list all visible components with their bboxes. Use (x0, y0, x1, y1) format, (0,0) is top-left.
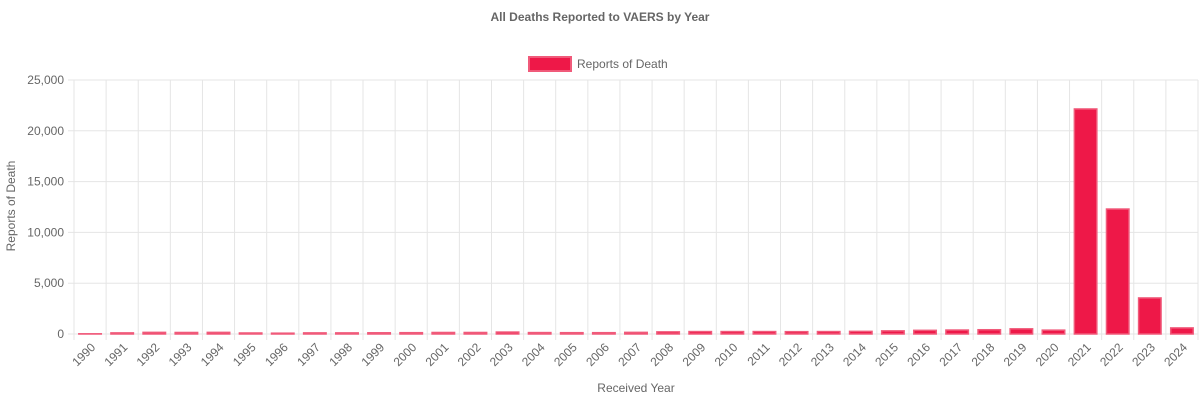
legend-label: Reports of Death (577, 57, 668, 71)
bar-2002[interactable] (463, 331, 488, 335)
y-axis: 0 5,000 10,000 15,000 20,000 25,000 (27, 73, 64, 341)
bar-2004[interactable] (527, 331, 552, 335)
y-axis-title: Reports of Death (4, 161, 18, 252)
x-tick-label: 2009 (680, 340, 709, 369)
bar-2008[interactable] (656, 331, 681, 335)
x-tick-label: 2018 (969, 340, 998, 369)
x-tick-label: 1991 (102, 340, 131, 369)
x-tick-label: 2019 (1001, 340, 1030, 369)
bar-1997[interactable] (302, 332, 327, 335)
x-tick-label: 2014 (840, 340, 869, 369)
x-tick-label: 2000 (391, 340, 420, 369)
bar-2012[interactable] (784, 330, 809, 335)
legend-swatch (528, 56, 572, 72)
bar-2000[interactable] (399, 331, 424, 335)
x-tick-label: 2017 (936, 340, 965, 369)
bar-1993[interactable] (174, 331, 199, 335)
grid (68, 79, 1199, 340)
x-tick-label: 1998 (326, 340, 355, 369)
bar-2022[interactable] (1105, 208, 1130, 335)
bar-2024[interactable] (1169, 327, 1194, 335)
bar-2018[interactable] (977, 328, 1002, 335)
y-tick-label: 10,000 (27, 225, 64, 239)
bar-2011[interactable] (752, 330, 777, 335)
bar-1998[interactable] (334, 332, 359, 335)
y-tick-label: 0 (57, 327, 64, 341)
bar-2010[interactable] (720, 330, 745, 335)
x-tick-label: 2011 (744, 340, 772, 368)
bar-1996[interactable] (270, 332, 295, 335)
y-tick-label: 15,000 (27, 175, 64, 189)
y-tick-label: 5,000 (34, 276, 64, 290)
y-tick-label: 25,000 (27, 73, 64, 87)
bar-1992[interactable] (142, 331, 167, 335)
x-tick-label: 1993 (166, 340, 195, 369)
x-tick-label: 2008 (647, 340, 676, 369)
x-tick-label: 2021 (1065, 340, 1094, 369)
legend[interactable]: Reports of Death (528, 56, 668, 72)
x-tick-label: 2024 (1161, 340, 1190, 369)
x-tick-label: 2022 (1097, 340, 1126, 369)
x-tick-label: 2023 (1129, 340, 1158, 369)
x-axis: 1990 1991 1992 1993 1994 1995 1996 1997 1998 1999… (69, 340, 1190, 369)
bars (78, 108, 1194, 335)
x-tick-label: 1995 (230, 340, 259, 369)
bar-2019[interactable] (1009, 328, 1034, 335)
x-tick-label: 2010 (712, 340, 741, 369)
x-tick-label: 2006 (583, 340, 612, 369)
bar-2013[interactable] (816, 330, 841, 335)
bar-2006[interactable] (591, 331, 616, 335)
bar-2005[interactable] (559, 331, 584, 335)
x-tick-label: 1992 (134, 340, 163, 369)
x-axis-title: Received Year (597, 381, 674, 395)
bar-2007[interactable] (624, 331, 648, 335)
bar-1994[interactable] (206, 331, 231, 335)
chart-title: All Deaths Reported to VAERS by Year (491, 10, 710, 24)
x-tick-label: 2005 (551, 340, 580, 369)
bar-2020[interactable] (1041, 329, 1066, 335)
x-tick-label: 2002 (455, 340, 484, 369)
bar-2003[interactable] (495, 331, 520, 335)
x-tick-label: 2015 (872, 340, 901, 369)
bar-1995[interactable] (238, 332, 263, 335)
bar-2021[interactable] (1073, 108, 1098, 335)
bar-1999[interactable] (367, 332, 392, 335)
x-tick-label: 1999 (358, 340, 387, 369)
x-tick-label: 1997 (294, 340, 323, 369)
x-tick-label: 2016 (904, 340, 933, 369)
x-tick-label: 2003 (487, 340, 516, 369)
x-tick-label: 1990 (69, 340, 98, 369)
bar-1991[interactable] (110, 332, 135, 335)
bar-2009[interactable] (688, 330, 713, 335)
bar-2017[interactable] (945, 329, 970, 335)
bar-2023[interactable] (1137, 297, 1162, 335)
x-tick-label: 1996 (262, 340, 291, 369)
bar-2014[interactable] (848, 330, 873, 335)
y-tick-label: 20,000 (27, 124, 64, 138)
x-tick-label: 2012 (776, 340, 805, 369)
x-tick-label: 2007 (615, 340, 644, 369)
x-tick-label: 2004 (519, 340, 548, 369)
x-tick-label: 2001 (423, 340, 452, 369)
bar-2001[interactable] (431, 331, 456, 335)
bar-2016[interactable] (913, 329, 938, 335)
bar-2015[interactable] (880, 330, 905, 335)
x-tick-label: 1994 (198, 340, 227, 369)
x-tick-label: 2013 (808, 340, 837, 369)
x-tick-label: 2020 (1033, 340, 1062, 369)
